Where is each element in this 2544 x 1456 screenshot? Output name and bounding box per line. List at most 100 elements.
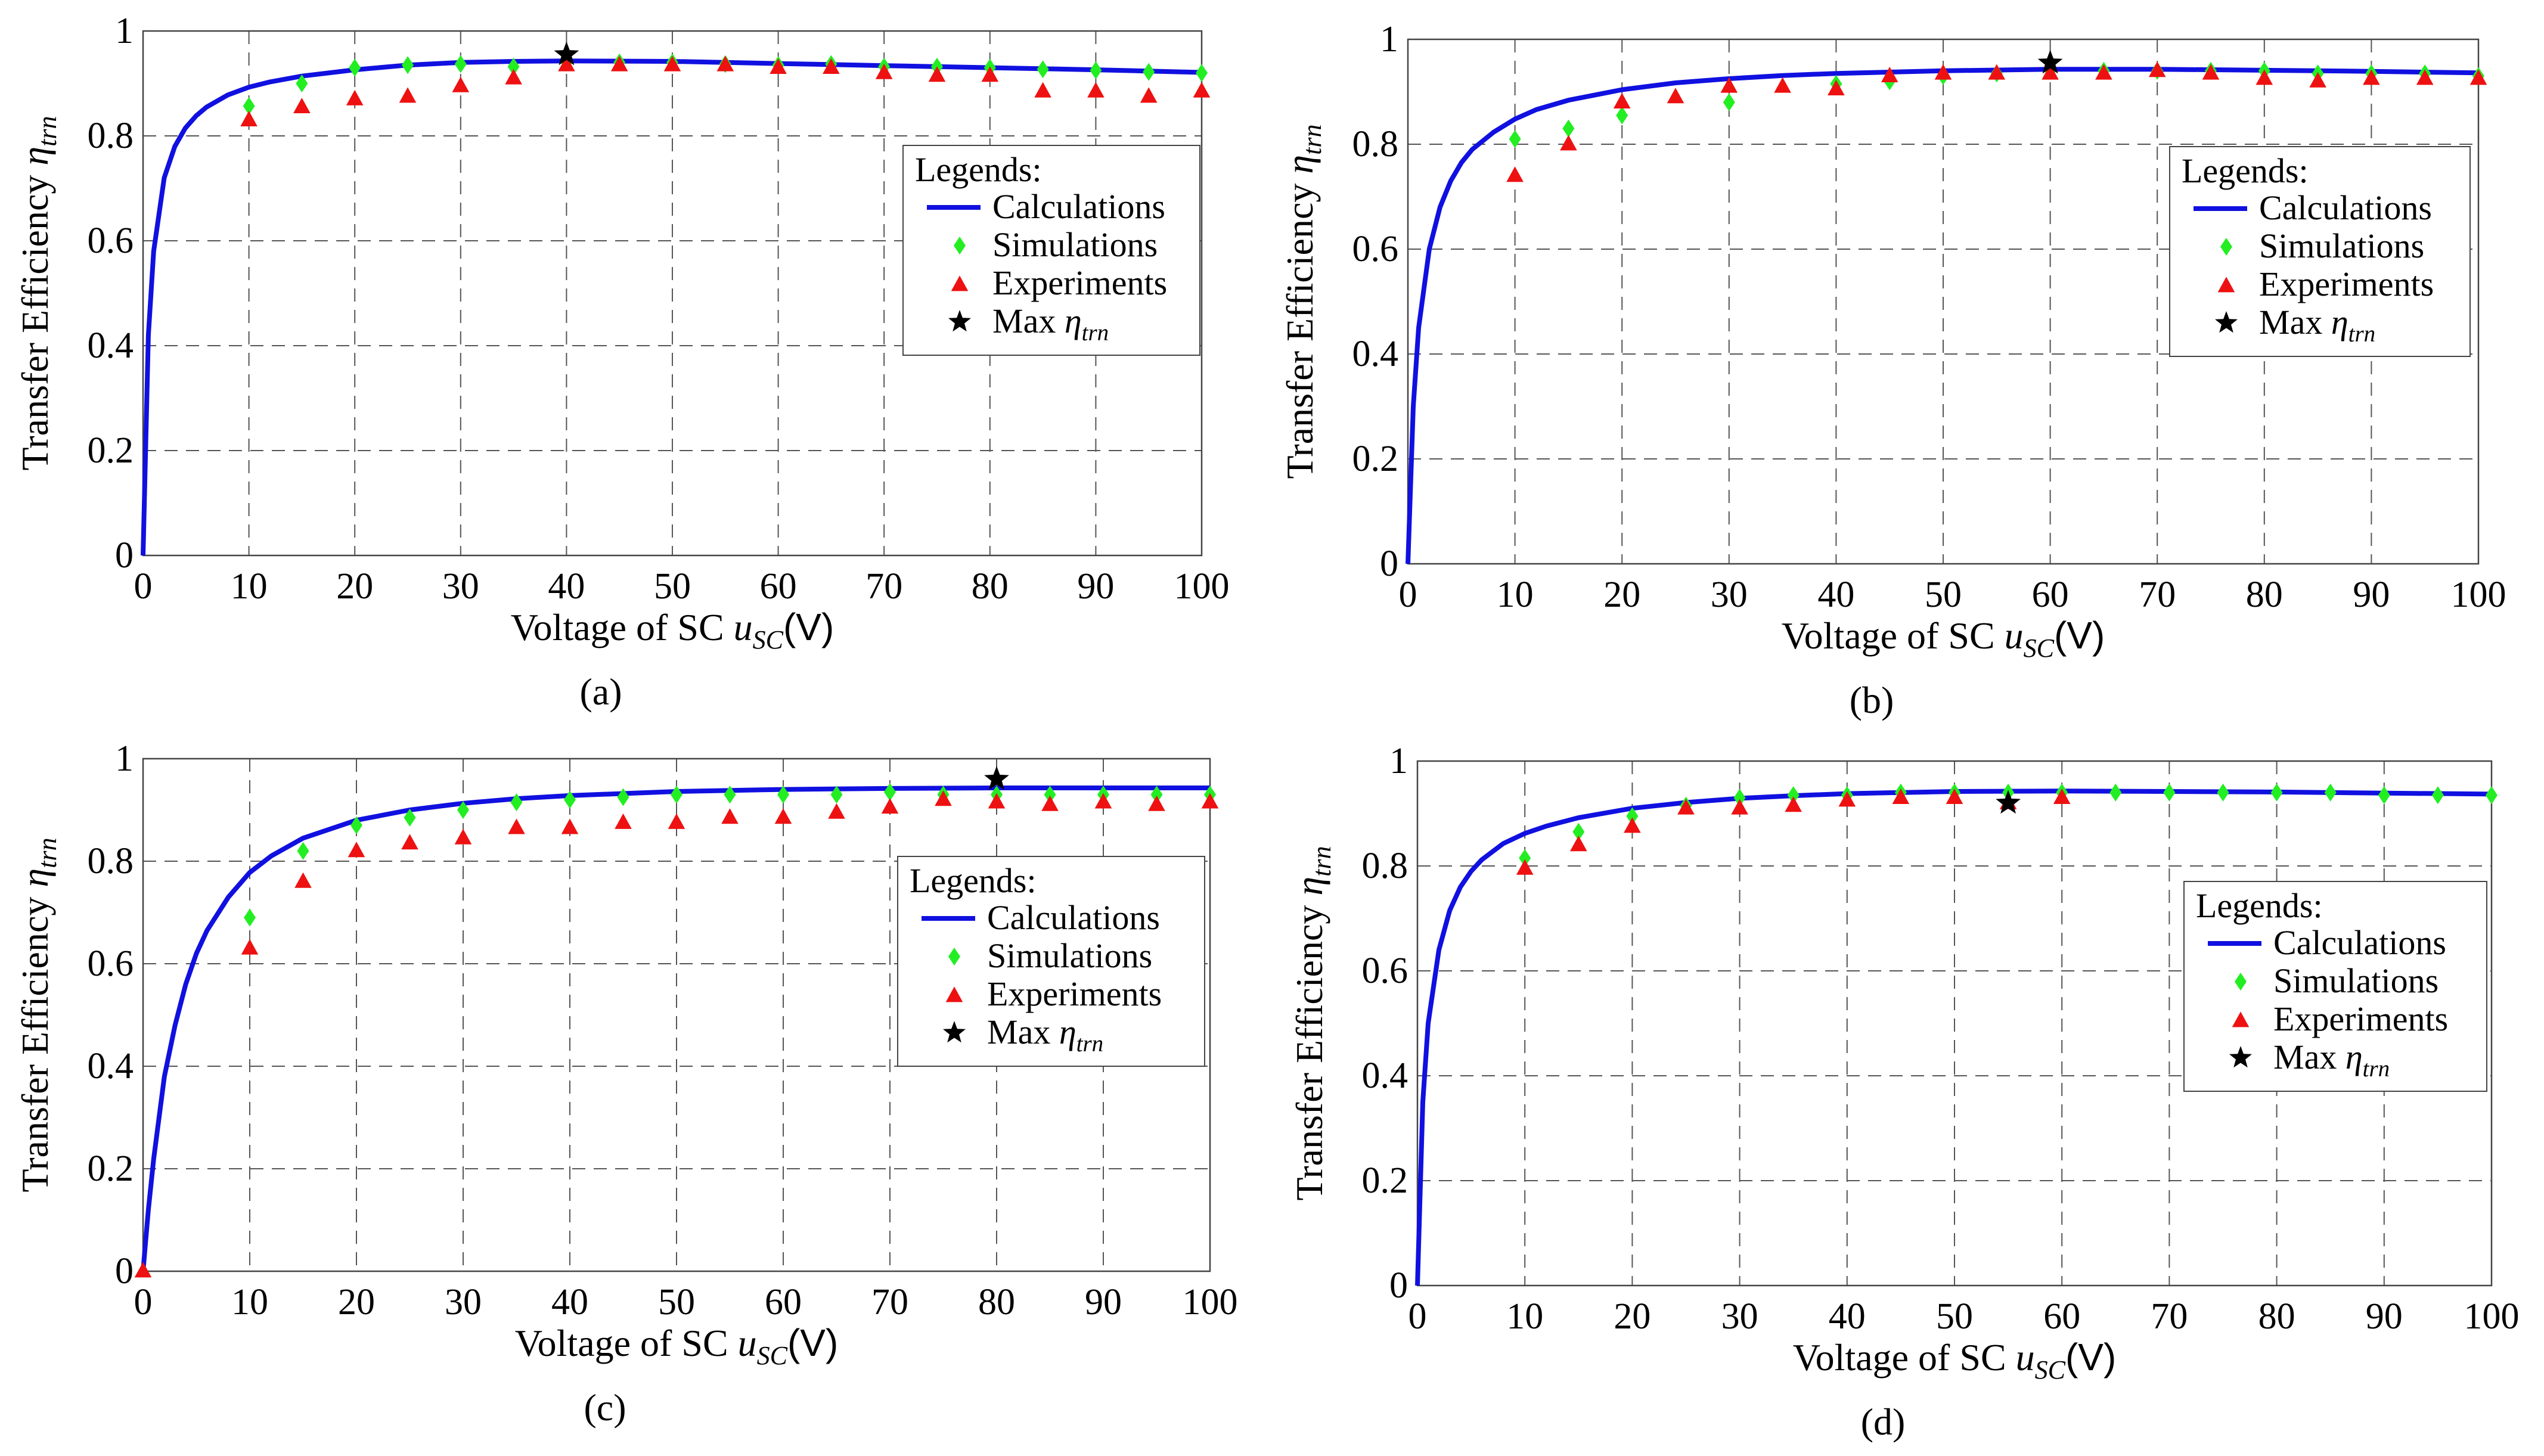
- x-tick-label-c-7: 70: [871, 1282, 908, 1322]
- x-tick-label-a-2: 20: [336, 566, 373, 607]
- chart-svg-b: 0 10 20 30 40 50 60 70 80 90 100 0 0.2 0.4 0.6 0.8 1 Volt…: [1279, 19, 2506, 721]
- y-tick-label-b-0: 0: [1380, 544, 1398, 584]
- simulation-point-c-2: [350, 816, 362, 834]
- simulation-point-c-8: [671, 786, 682, 804]
- experiment-point-b-18: [2469, 69, 2487, 85]
- experiment-point-c-17: [1094, 793, 1112, 809]
- y-axis-label-b: Transfer Efficiency ηtrn: [1279, 125, 1327, 479]
- legend-max-label-d-part: Max: [2273, 1038, 2346, 1076]
- experiment-point-d-2: [1624, 817, 1641, 833]
- legend-max-label-a-part: Max: [992, 302, 1065, 340]
- experiment-point-a-15: [1034, 82, 1051, 98]
- experiment-point-a-4: [452, 76, 470, 92]
- simulation-point-d-15: [2324, 783, 2337, 802]
- legend-title-c: Legends:: [910, 861, 1037, 900]
- legend-sim-label-d: Simulations: [2273, 961, 2438, 1000]
- legend-sim-marker-a: [954, 237, 966, 254]
- x-tick-label-c-4: 40: [551, 1282, 588, 1322]
- experiment-point-b-7: [1881, 67, 1898, 82]
- max-efficiency-star-c: [984, 766, 1009, 790]
- plot-frame-b: [1407, 38, 2480, 565]
- legend-max-label-a-part: η: [1065, 302, 1082, 340]
- experiment-point-c-0: [134, 1262, 152, 1278]
- chart-panel-d: 0 10 20 30 40 50 60 70 80 90 100 0 0.2 0.4 0.6 0.8 1 Volt…: [1272, 728, 2544, 1456]
- x-tick-label-c-3: 30: [445, 1282, 482, 1322]
- y-tick-label-b-4: 0.8: [1352, 124, 1399, 164]
- experiment-point-a-12: [875, 63, 893, 79]
- experiment-point-d-5: [1785, 796, 1802, 812]
- simulation-point-a-17: [1143, 63, 1155, 81]
- simulation-point-c-5: [510, 793, 523, 812]
- y-tick-label-d-4: 0.8: [1362, 846, 1408, 886]
- simulation-point-a-4: [454, 55, 467, 73]
- legend-b: Legends:CalculationsSimulationsExperimen…: [2169, 146, 2471, 357]
- simulation-point-a-15: [1037, 60, 1049, 79]
- legend-calc-label-c: Calculations: [987, 898, 1160, 937]
- legend-d: Legends:CalculationsSimulationsExperimen…: [2183, 881, 2487, 1092]
- x-axis-label-d-part: u: [2016, 1336, 2035, 1379]
- experiment-point-b-2: [1613, 93, 1631, 108]
- experiment-point-a-18: [1193, 82, 1211, 98]
- y-axis-label-c-part: trn: [33, 838, 62, 868]
- experiment-point-a-9: [716, 55, 734, 72]
- simulation-point-d-12: [2163, 783, 2176, 802]
- y-tick-label-b-2: 0.4: [1352, 334, 1399, 374]
- legend-sim-marker-d: [2235, 973, 2247, 991]
- x-tick-label-a-5: 50: [654, 566, 691, 607]
- x-axis-label-b-part: Voltage of SC: [1782, 614, 2005, 657]
- legend-calc-label-b: Calculations: [2259, 188, 2432, 227]
- experiment-point-c-8: [615, 813, 632, 829]
- simulation-point-d-5: [1787, 786, 1800, 805]
- experiment-point-c-4: [401, 834, 418, 850]
- chart-svg-a: 0 10 20 30 40 50 60 70 80 90 100 0 0.2 0.4 0.6 0.8 1 Volt…: [14, 11, 1230, 713]
- x-tick-label-c-8: 80: [978, 1282, 1015, 1322]
- experiment-point-a-3: [399, 87, 417, 103]
- legend-sim-label-b: Simulations: [2259, 226, 2424, 265]
- simulation-point-a-2: [349, 58, 361, 77]
- x-axis-label-b-part: SC: [2024, 634, 2055, 663]
- simulation-point-c-1: [297, 842, 309, 860]
- legend-max-label-a: Max ηtrn: [992, 302, 1109, 346]
- simulation-point-d-0: [1519, 849, 1531, 867]
- experiment-point-a-6: [558, 55, 575, 72]
- legend-max-marker-b: [2215, 311, 2238, 333]
- legend-max-label-c-part: Max: [987, 1013, 1059, 1051]
- legend-max-label-d-part: η: [2346, 1038, 2363, 1076]
- plot-frame-c: [142, 758, 1211, 1272]
- calculation-line-d: [1415, 788, 2492, 1286]
- chart-panel-c: 0 10 20 30 40 50 60 70 80 90 100 0 0.2 0.4 0.6 0.8 1 Volt…: [0, 728, 1272, 1456]
- simulation-point-c-17: [1150, 786, 1163, 804]
- legend-title-a: Legends:: [915, 150, 1042, 189]
- x-tick-label-b-4: 40: [1817, 575, 1854, 615]
- simulation-point-d-2: [1626, 807, 1639, 825]
- x-tick-label-b-8: 80: [2246, 575, 2283, 615]
- x-tick-label-d-5: 50: [1936, 1296, 1973, 1337]
- experiment-point-b-15: [2309, 72, 2326, 88]
- simulation-point-c-10: [777, 786, 789, 804]
- x-axis-label-c-part: Voltage of SC: [515, 1322, 738, 1364]
- x-axis-label-a: Voltage of SC uSC(V): [511, 606, 834, 654]
- experiment-point-a-13: [928, 66, 946, 82]
- experiment-point-b-5: [1774, 77, 1791, 93]
- experiment-point-c-6: [508, 818, 525, 834]
- experiment-point-c-2: [294, 872, 312, 888]
- x-tick-label-d-7: 70: [2151, 1296, 2188, 1337]
- y-tick-label-a-3: 0.6: [88, 221, 134, 261]
- x-tick-label-d-2: 20: [1614, 1296, 1651, 1337]
- legend-max-marker-a: [948, 310, 971, 332]
- y-tick-label-b-3: 0.6: [1352, 229, 1399, 269]
- experiment-point-b-10: [2042, 64, 2059, 80]
- legend-exp-label-b: Experiments: [2259, 265, 2434, 303]
- experiment-point-c-9: [668, 813, 685, 829]
- experiment-point-b-12: [2148, 61, 2166, 77]
- experiment-point-d-8: [1946, 788, 1963, 804]
- x-tick-label-c-6: 60: [765, 1282, 802, 1322]
- legend-exp-marker-c: [945, 986, 963, 1002]
- experiment-point-a-1: [293, 98, 311, 113]
- y-tick-label-c-0: 0: [115, 1251, 134, 1292]
- legend-calc-label-d: Calculations: [2273, 923, 2446, 962]
- x-tick-label-b-1: 10: [1497, 575, 1534, 615]
- legend-a: Legends:CalculationsSimulationsExperimen…: [902, 145, 1200, 356]
- legend-max-label-b-part: η: [2331, 303, 2348, 342]
- experiment-point-b-17: [2416, 69, 2434, 85]
